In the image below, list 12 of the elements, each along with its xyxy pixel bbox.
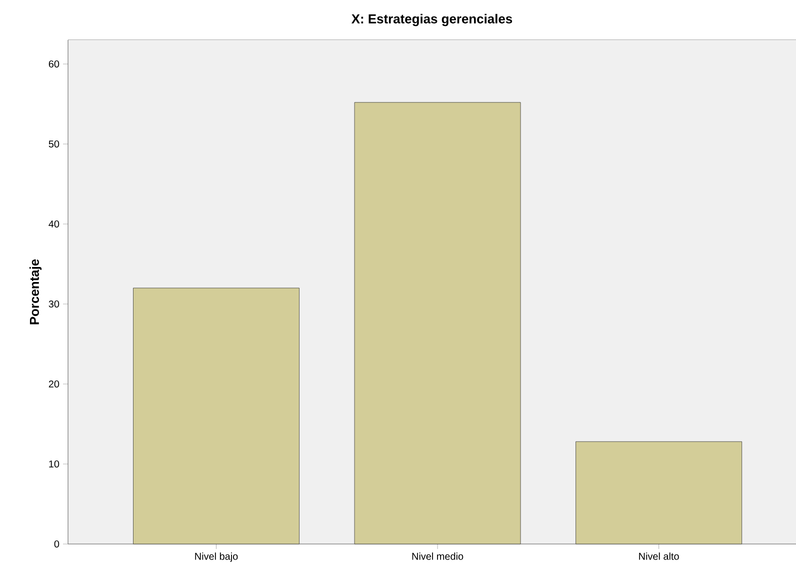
- x-tick-label: Nivel alto: [639, 552, 679, 560]
- y-tick-label: 30: [48, 300, 60, 308]
- y-tick-label: 10: [49, 460, 60, 468]
- x-tick-label: Nivel bajo: [195, 552, 238, 562]
- y-tick-label: 40: [48, 220, 60, 228]
- x-tick-label: Nivel medio: [412, 552, 464, 560]
- y-tick-label: 50: [48, 140, 60, 148]
- y-tick-label: 0: [54, 540, 60, 548]
- chart-title: X: Estrategias gerenciales: [351, 14, 512, 26]
- y-tick-label: 20: [48, 380, 60, 388]
- y-axis-title: Porcentaje: [29, 259, 42, 324]
- y-tick-label: 60: [48, 60, 60, 68]
